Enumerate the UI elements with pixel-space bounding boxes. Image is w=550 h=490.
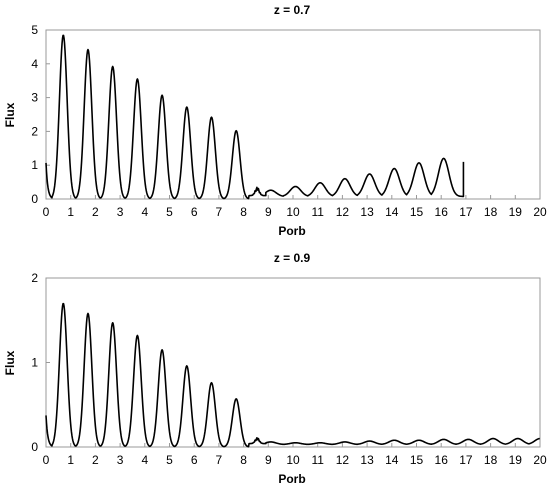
y-tick-label: 2 <box>31 124 38 138</box>
x-tick-label: 13 <box>360 205 374 219</box>
x-tick-label: 4 <box>141 205 148 219</box>
x-tick-label: 0 <box>43 205 50 219</box>
x-tick-label: 19 <box>509 453 523 467</box>
x-tick-label: 19 <box>509 205 523 219</box>
series-line <box>45 34 465 200</box>
x-tick-label: 9 <box>265 453 272 467</box>
y-axis-label: Flux <box>3 350 17 375</box>
x-tick-label: 16 <box>435 453 449 467</box>
x-tick-label: 2 <box>92 453 99 467</box>
x-tick-label: 6 <box>191 453 198 467</box>
x-ticks: 0 1 2 3 4 5 6 7 8 9 10 11 12 13 14 15 16 17 18 19 20 <box>43 195 547 219</box>
x-tick-label: 8 <box>240 205 247 219</box>
x-tick-label: 11 <box>311 205 324 219</box>
x-tick-label: 16 <box>435 205 449 219</box>
x-tick-label: 5 <box>166 205 173 219</box>
y-tick-label: 0 <box>31 192 38 206</box>
x-tick-label: 9 <box>265 205 272 219</box>
x-tick-label: 14 <box>385 205 399 219</box>
x-tick-label: 18 <box>484 205 498 219</box>
x-tick-label: 1 <box>67 453 74 467</box>
y-tick-label: 1 <box>31 158 38 172</box>
y-tick-label: 2 <box>31 271 38 285</box>
x-tick-label: 3 <box>117 453 124 467</box>
y-axis-label: Flux <box>3 102 17 127</box>
panel-title: z = 0.9 <box>274 251 311 265</box>
x-tick-label: 20 <box>533 453 547 467</box>
x-tick-label: 4 <box>141 453 148 467</box>
x-tick-label: 10 <box>286 205 300 219</box>
x-tick-label: 2 <box>92 205 99 219</box>
series-line <box>45 302 541 448</box>
x-tick-label: 13 <box>360 453 374 467</box>
x-tick-label: 11 <box>311 453 324 467</box>
x-tick-label: 6 <box>191 205 198 219</box>
x-tick-label: 15 <box>410 453 424 467</box>
x-tick-label: 18 <box>484 453 498 467</box>
y-tick-label: 5 <box>31 23 38 37</box>
y-tick-label: 4 <box>31 57 38 71</box>
panel-title: z = 0.7 <box>274 3 311 17</box>
x-tick-label: 12 <box>336 205 350 219</box>
x-tick-label: 10 <box>286 453 300 467</box>
x-tick-label: 3 <box>117 205 124 219</box>
x-tick-label: 0 <box>43 453 50 467</box>
x-tick-label: 8 <box>240 453 247 467</box>
y-tick-label: 3 <box>31 91 38 105</box>
y-ticks: 0 1 2 <box>31 271 50 454</box>
x-tick-label: 12 <box>336 453 350 467</box>
x-tick-label: 15 <box>410 205 424 219</box>
x-tick-label: 7 <box>216 453 223 467</box>
x-tick-label: 20 <box>533 205 547 219</box>
y-ticks: 0 1 2 3 4 5 <box>31 23 50 206</box>
y-tick-label: 1 <box>31 356 38 370</box>
x-tick-label: 14 <box>385 453 399 467</box>
x-tick-label: 5 <box>166 453 173 467</box>
x-tick-label: 1 <box>67 205 74 219</box>
x-tick-label: 7 <box>216 205 223 219</box>
x-tick-label: 17 <box>459 453 473 467</box>
y-tick-label: 0 <box>31 440 38 454</box>
panel-z-09: z = 0.9 012 0 1 2 3 4 5 6 7 8 9 10 11 12 13 14 15 16 17 18… <box>3 251 547 486</box>
x-axis-label: Porb <box>278 224 305 238</box>
x-ticks: 0 1 2 3 4 5 6 7 8 9 10 11 12 13 14 15 16 17 18 19 20 <box>43 443 547 467</box>
x-tick-label: 17 <box>459 205 473 219</box>
x-axis-label: Porb <box>278 472 305 486</box>
